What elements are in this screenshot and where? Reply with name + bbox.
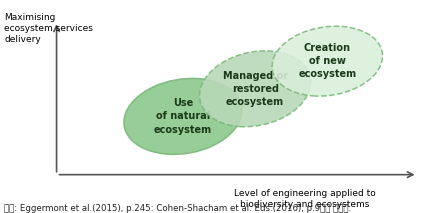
Ellipse shape — [271, 26, 382, 96]
Text: Creation
of new
ecosystem: Creation of new ecosystem — [298, 43, 355, 79]
Ellipse shape — [199, 51, 310, 127]
Text: Level of engineering applied to
biodiversity and ecosystems: Level of engineering applied to biodiver… — [233, 189, 375, 209]
Text: Maximising
ecosystem services
delivery: Maximising ecosystem services delivery — [4, 13, 93, 44]
Ellipse shape — [124, 78, 241, 154]
Text: Managed or
restored
ecosystem: Managed or restored ecosystem — [222, 71, 287, 107]
Text: Use
of natural
ecosystem: Use of natural ecosystem — [154, 98, 211, 135]
Text: 자료: Eggermont et al.(2015), p.245: Cohen-Shacham et al. Eds.(2016), p.9에서 재인용.: 자료: Eggermont et al.(2015), p.245: Cohen… — [4, 204, 351, 213]
